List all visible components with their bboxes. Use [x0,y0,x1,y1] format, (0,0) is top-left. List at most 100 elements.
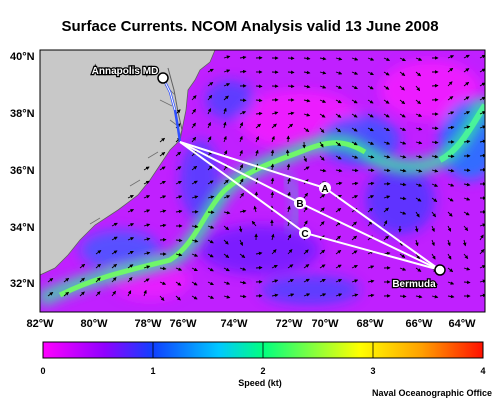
flow-arrow [111,236,118,241]
flow-arrow [319,249,326,255]
flow-arrow [143,180,150,185]
flow-arrow [191,122,196,129]
flow-arrow [271,279,279,283]
route-c-marker [299,227,311,239]
flow-arrow [143,209,151,213]
flow-arrow [303,127,310,132]
flow-arrow [287,249,293,255]
flow-arrow [239,267,247,271]
flow-arrow [463,197,471,201]
flow-arrow [335,279,343,283]
flow-arrow [127,264,134,269]
flow-arrow [399,168,407,173]
flow-arrow [463,96,470,101]
flow-arrow [143,251,151,255]
flow-arrow [319,194,326,199]
flow-arrow [223,210,231,215]
flow-arrow [207,225,215,229]
flow-arrow [159,152,166,157]
flow-arrow [239,192,244,199]
flow-arrow [351,113,358,118]
flow-arrow [271,233,275,241]
flow-arrow [319,141,324,148]
flow-arrow [303,206,308,213]
flow-arrow [191,224,199,229]
flow-arrow [319,293,327,297]
flow-arrow [415,71,422,77]
colorbar-label: Speed (kt) [238,378,282,388]
flow-arrow [271,135,275,143]
flow-arrow [399,85,405,91]
flow-arrow [479,249,485,255]
lon-label-72: 72°W [275,318,303,330]
flow-arrow [383,251,391,256]
flow-arrow [287,279,294,283]
flow-arrow [143,278,150,283]
flow-arrow [463,253,469,260]
lon-label-76: 76°W [169,318,197,330]
flow-arrow [303,249,309,255]
flow-arrow [479,54,485,59]
flow-arrow [463,139,471,144]
flow-arrow [159,281,167,285]
flow-arrow [287,177,291,185]
flow-arrow [462,239,467,247]
flow-arrow [175,209,183,214]
flow-arrow [319,278,326,283]
flow-arrow [351,250,358,255]
flow-arrow [399,182,407,187]
flow-arrow [271,249,277,255]
flow-arrow [447,125,455,130]
flow-arrow [351,221,357,227]
flow-arrow [383,220,388,227]
flow-arrow [399,253,406,258]
lon-label-80: 80°W [80,318,108,330]
flow-arrow [447,211,453,217]
flow-arrow [367,265,375,269]
flow-arrow [447,183,455,187]
flow-arrow [286,163,291,171]
flow-arrow [415,183,423,187]
flow-arrow [223,281,231,285]
flow-arrow [255,98,263,103]
flow-arrow [111,277,117,283]
flow-arrow [207,165,213,171]
flow-arrow [319,113,326,118]
flow-arrow [239,55,247,60]
flow-arrow [95,263,102,269]
flow-arrow [319,221,325,227]
flow-arrow [191,195,199,199]
flow-arrow [127,277,133,283]
flow-arrow [159,166,166,171]
flow-arrow [143,237,151,241]
flow-arrow [255,123,262,129]
flow-arrow [63,277,70,283]
flow-arrow [415,239,419,247]
flow-arrow [335,250,342,255]
flow-arrow [351,99,358,104]
flow-arrow [207,82,214,87]
flow-arrow [399,211,407,215]
gulf-stream-east [438,103,485,163]
flow-arrow [223,225,230,231]
flow-arrow [285,149,290,157]
flow-arrow [463,81,470,87]
flow-arrow [319,56,327,61]
flow-arrow [47,278,54,283]
flow-arrow [367,195,375,199]
flow-arrow [431,294,439,299]
flow-arrow [287,111,295,116]
flow-arrow [335,155,342,160]
flow-arrow [415,281,423,285]
flow-arrow [270,177,275,185]
flow-arrow [319,127,325,133]
flow-arrow [191,281,198,286]
flow-arrow [367,207,374,213]
flow-arrow [431,197,438,202]
flow-arrow [447,239,451,247]
flow-arrow [463,225,469,232]
flow-arrow [255,149,259,157]
flow-arrow [191,239,199,243]
lon-label-64: 64°W [448,318,476,330]
